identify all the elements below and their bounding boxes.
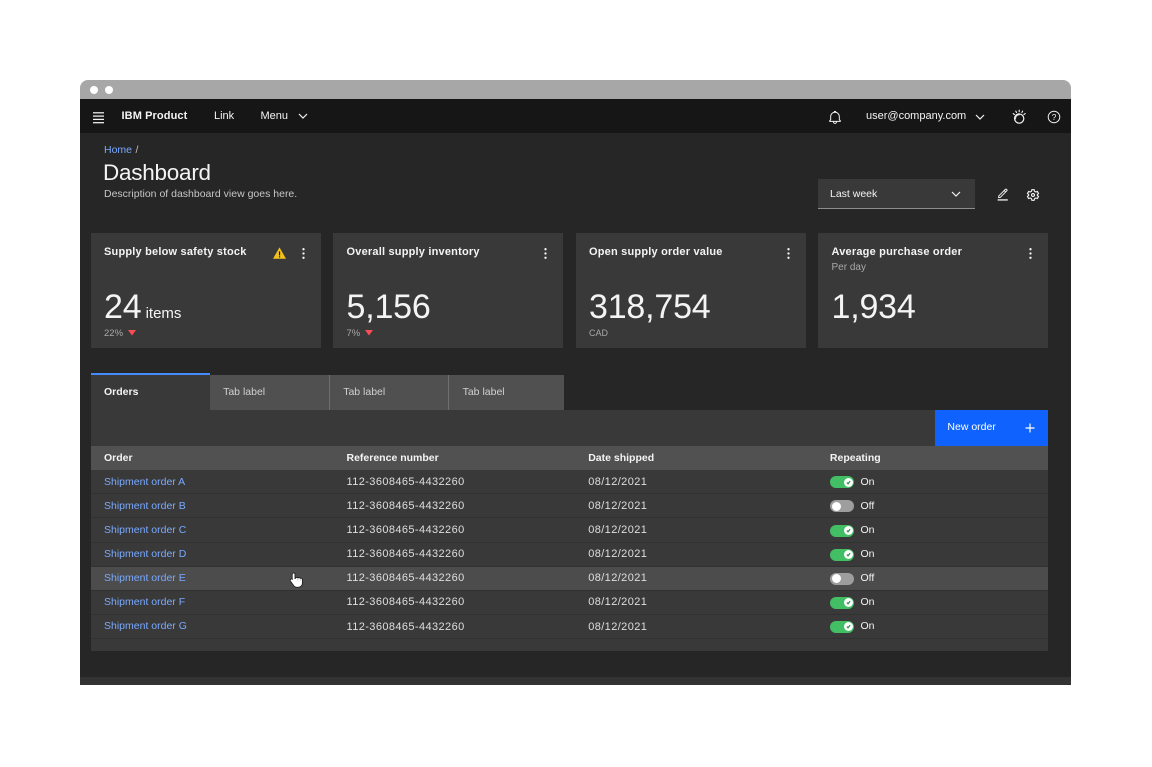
svg-text:?: ?	[1052, 111, 1057, 121]
